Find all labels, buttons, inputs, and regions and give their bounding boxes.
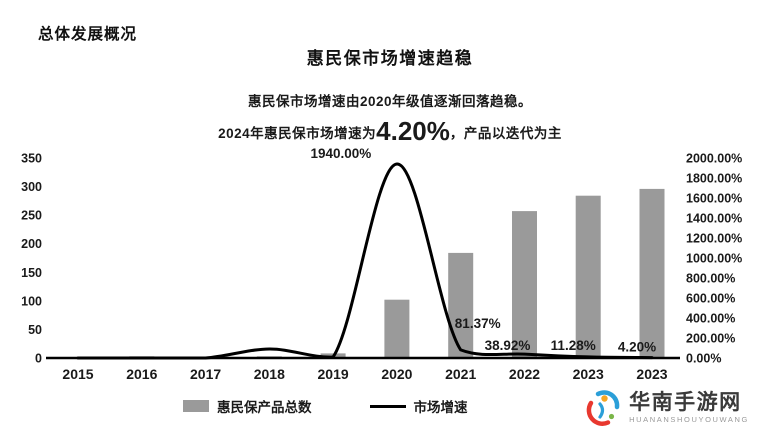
right-axis-tick: 1000.00% — [686, 252, 742, 266]
line-value-label: 11.28% — [551, 338, 596, 353]
right-axis-tick: 600.00% — [686, 292, 735, 306]
logo-yellow-dot — [601, 395, 608, 402]
right-axis-tick: 2000.00% — [686, 152, 742, 166]
left-axis-tick: 0 — [35, 352, 42, 366]
right-axis-tick: 800.00% — [686, 272, 735, 286]
chart-title-block: 惠民保市场增速趋稳 惠民保市场增速由2020年级值逐渐回落趋稳。 2024年惠民… — [140, 44, 640, 147]
watermark: 华南手游网 HUANANSHOUYOUWANG — [584, 388, 749, 428]
watermark-text-block: 华南手游网 HUANANSHOUYOUWANG — [629, 392, 749, 424]
subtitle2-suffix: ，产品以迭代为主 — [449, 126, 562, 141]
x-axis-tick: 2017 — [190, 366, 221, 382]
chart-subtitle-2: 2024年惠民保市场增速为4.20%，产品以迭代为主 — [140, 116, 640, 147]
logo-green-dot — [609, 413, 615, 420]
x-axis-tick: 2018 — [254, 366, 285, 382]
bar — [639, 188, 665, 358]
right-axis-tick: 1200.00% — [686, 232, 742, 246]
subtitle2-prefix: 2024年惠民保市场增速为 — [218, 126, 377, 141]
x-axis-tick: 2023 — [636, 366, 667, 382]
bar-swatch-icon — [183, 400, 209, 412]
subtitle2-highlight: 4.20% — [376, 116, 450, 146]
left-axis-tick: 300 — [21, 180, 42, 194]
logo-red-arc — [586, 400, 611, 426]
line-value-label: 81.37% — [455, 316, 501, 331]
bar — [256, 356, 282, 358]
logo-blue-arc — [595, 390, 620, 410]
legend-item-growth: 市场增速 — [369, 396, 468, 416]
watermark-name: 华南手游网 — [629, 391, 742, 415]
right-axis-tick: 200.00% — [686, 332, 735, 346]
right-axis-tick: 0.00% — [686, 352, 721, 366]
left-axis-tick: 50 — [28, 323, 42, 337]
chart-title: 惠民保市场增速趋稳 — [306, 49, 474, 68]
chart-subtitle-1: 惠民保市场增速由2020年级值逐渐回落趋稳。 — [247, 94, 533, 109]
x-axis-tick: 2021 — [445, 366, 476, 382]
legend-label-products: 惠民保产品总数 — [217, 400, 312, 415]
bar — [129, 356, 155, 358]
right-axis-tick: 400.00% — [686, 312, 735, 326]
x-axis-labels: 2015 2016 2017 2018 2019 2020 2021 2022 2023 2023 — [62, 366, 667, 382]
x-axis-tick: 2015 — [62, 366, 93, 382]
line-value-label: 4.20% — [618, 340, 656, 355]
legend-item-products: 惠民保产品总数 — [183, 396, 312, 416]
legend-label-growth: 市场增速 — [413, 400, 468, 415]
right-axis-labels: 2000.00% 1800.00% 1600.00% 1400.00% 1200.00%… — [686, 152, 742, 366]
growth-line — [76, 162, 654, 360]
x-axis-tick: 2020 — [381, 366, 412, 382]
bar — [448, 252, 474, 358]
left-axis-tick: 200 — [21, 237, 42, 251]
left-axis-tick: 150 — [21, 266, 42, 280]
line-swatch-icon — [369, 404, 406, 408]
page-title: 总体发展概况 — [38, 26, 138, 43]
left-axis-tick: 100 — [21, 294, 42, 308]
bars — [129, 188, 665, 358]
right-axis-tick: 1400.00% — [686, 212, 742, 226]
right-axis-tick: 1800.00% — [686, 172, 742, 186]
bar — [320, 353, 346, 358]
bar — [512, 211, 537, 358]
right-axis-tick: 1600.00% — [686, 192, 742, 206]
line-value-label: 38.92% — [485, 338, 531, 353]
logo-blue-swoosh — [598, 402, 605, 419]
left-axis-tick: 350 — [21, 152, 42, 166]
watermark-subtitle: HUANANSHOUYOUWANG — [629, 415, 749, 425]
watermark-logo-icon — [586, 390, 620, 426]
bar — [384, 299, 410, 358]
left-axis-labels: 350 300 250 200 150 100 50 0 — [21, 152, 42, 366]
chart-legend: 惠民保产品总数 市场增速 — [183, 396, 468, 416]
bar — [575, 195, 601, 358]
line-value-labels: 1940.00% 81.37% 38.92% 11.28% 4.20% — [310, 146, 656, 355]
x-axis-tick: 2022 — [509, 366, 540, 382]
x-axis-tick: 2023 — [573, 366, 604, 382]
line-value-label: 1940.00% — [310, 146, 371, 161]
bar — [193, 356, 219, 358]
x-axis-tick: 2019 — [318, 366, 349, 382]
x-axis-tick: 2016 — [126, 366, 157, 382]
left-axis-tick: 250 — [21, 209, 42, 223]
